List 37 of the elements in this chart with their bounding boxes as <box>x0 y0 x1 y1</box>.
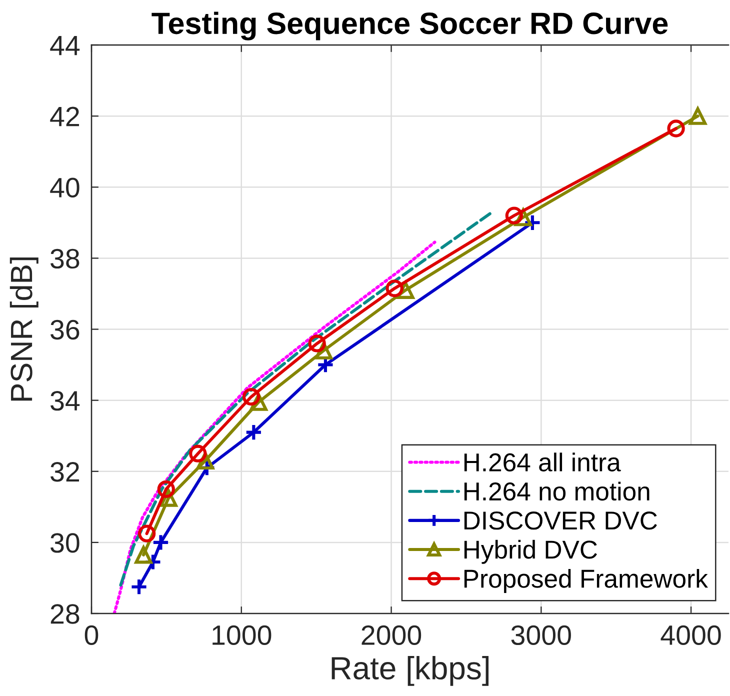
y-tick-label: 28 <box>50 604 80 624</box>
y-tick-label: 38 <box>50 248 80 269</box>
x-axis-title: Rate [kbps] <box>332 656 489 686</box>
point <box>152 534 170 552</box>
chart-title: Testing Sequence Soccer RD Curve <box>152 12 668 40</box>
x-tick-label: 4000 <box>660 625 721 646</box>
x-tick-label: 0 <box>84 625 98 646</box>
y-tick-label: 42 <box>50 106 79 126</box>
point <box>688 107 707 125</box>
y-tick-label: 36 <box>50 320 80 340</box>
legend-label: Hybrid DVC <box>464 540 598 564</box>
point <box>524 214 542 232</box>
point <box>189 444 207 462</box>
point <box>244 423 262 442</box>
point <box>505 206 523 224</box>
y-tick-label: 34 <box>50 390 80 411</box>
point <box>242 388 260 406</box>
point <box>138 524 156 542</box>
line-series <box>112 240 436 614</box>
point <box>667 120 685 138</box>
point <box>130 578 148 596</box>
legend-label: Proposed Framework <box>464 568 708 593</box>
x-tick-label: 3000 <box>511 625 571 646</box>
y-tick-label: 30 <box>50 533 80 553</box>
legend-label: DISCOVER DVC <box>464 511 657 530</box>
y-tick-label: 32 <box>50 462 79 482</box>
x-tick-label: 1000 <box>212 625 272 646</box>
point <box>157 480 175 498</box>
point <box>308 334 326 352</box>
point <box>386 280 404 298</box>
y-tick-label: 44 <box>50 36 80 56</box>
legend-label: H.264 all intra <box>464 452 621 472</box>
legend-label: H.264 no motion <box>464 482 650 501</box>
y-axis-title: PSNR [dB] <box>10 258 38 401</box>
point <box>134 546 152 564</box>
y-tick-label: 40 <box>50 178 80 198</box>
x-tick-label: 2000 <box>362 625 422 646</box>
